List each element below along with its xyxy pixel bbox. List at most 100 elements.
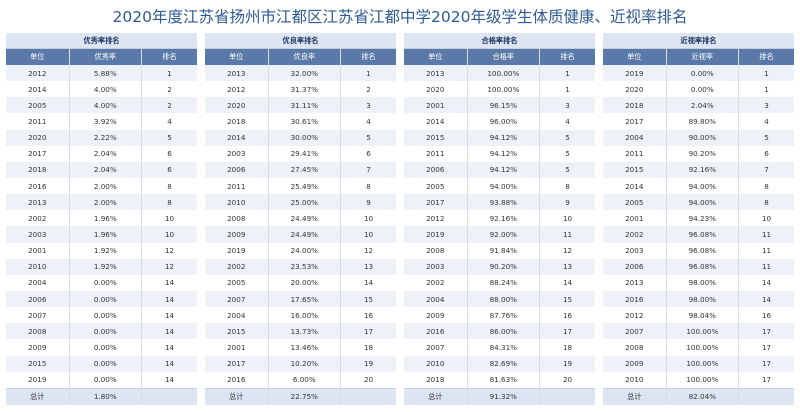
column-header: 排名 (141, 48, 197, 65)
table-row: 2016 2.00% 8 (6, 177, 197, 195)
unit-cell: 2007 (404, 339, 468, 356)
table-row: 2017 89.80% 4 (603, 113, 794, 130)
table-row: 2019 92.00% 11 (404, 226, 595, 243)
rank-cell: 4 (340, 113, 396, 130)
rate-cell: 100.00% (666, 371, 740, 389)
table-row: 2018 2.04% 6 (6, 161, 197, 178)
unit-cell: 2006 (603, 258, 667, 275)
table-row: 2002 23.53% 13 (205, 258, 396, 275)
table-row: 2012 92.16% 10 (404, 210, 595, 227)
rank-cell: 2 (340, 81, 396, 98)
column-header: 单位 (603, 48, 667, 65)
table-row: 2001 94.23% 10 (603, 210, 794, 227)
unit-cell: 2009 (404, 307, 468, 324)
rate-cell: 20.00% (268, 274, 342, 291)
unit-cell: 2001 (6, 242, 70, 259)
unit-cell: 2020 (6, 129, 70, 146)
unit-cell: 2012 (6, 65, 70, 82)
rank-cell: 14 (141, 307, 197, 324)
rate-cell: 30.00% (268, 129, 342, 146)
unit-cell: 2006 (6, 290, 70, 308)
unit-cell: 2011 (603, 145, 667, 162)
rate-cell: 90.00% (666, 129, 740, 146)
rate-cell: 4.00% (69, 81, 143, 98)
column-header: 单位 (404, 48, 468, 65)
rate-cell: 2.22% (69, 129, 143, 146)
table-row: 2003 29.41% 6 (205, 145, 396, 162)
total-rank (539, 387, 595, 405)
unit-cell: 2005 (603, 194, 667, 211)
rate-cell: 92.16% (467, 210, 541, 227)
unit-cell: 2007 (205, 290, 269, 308)
rate-cell: 96.00% (467, 113, 541, 130)
rate-cell: 5.88% (69, 65, 143, 82)
unit-cell: 2009 (6, 339, 70, 356)
table-row: 2007 0.00% 14 (6, 307, 197, 324)
rank-cell: 20 (340, 371, 396, 389)
unit-cell: 2016 (404, 323, 468, 340)
rank-cell: 14 (141, 274, 197, 291)
rank-cell: 14 (539, 274, 595, 291)
rate-cell: 0.00% (69, 307, 143, 324)
total-rank (141, 387, 197, 405)
table-row: 2020 2.22% 5 (6, 129, 197, 146)
table-row: 2001 1.92% 12 (6, 242, 197, 259)
unit-cell: 2004 (6, 274, 70, 291)
unit-cell: 2012 (404, 210, 468, 227)
table-row: 2011 90.20% 6 (603, 145, 794, 162)
rank-cell: 17 (340, 323, 396, 340)
table-row: 2004 88.00% 15 (404, 290, 595, 308)
column-header: 单位 (205, 48, 269, 65)
rate-cell: 32.00% (268, 65, 342, 82)
rank-cell: 1 (340, 65, 396, 82)
rate-cell: 82.69% (467, 355, 541, 372)
rank-cell: 5 (539, 129, 595, 146)
unit-cell: 2008 (6, 323, 70, 340)
rate-cell: 81.63% (467, 371, 541, 389)
rate-cell: 16.00% (268, 307, 342, 324)
table-row: 2006 94.12% 5 (404, 161, 595, 178)
rank-cell: 16 (340, 307, 396, 324)
total-rate: 1.80% (69, 387, 143, 405)
unit-cell: 2014 (404, 113, 468, 130)
table-row: 2017 93.88% 9 (404, 194, 595, 211)
unit-cell: 2003 (205, 145, 269, 162)
table-row: 2007 100.00% 17 (603, 323, 794, 340)
rank-cell: 12 (539, 242, 595, 259)
total-label: 总计 (404, 387, 468, 405)
column-header: 近视率 (666, 48, 740, 65)
table-row: 2015 0.00% 14 (6, 355, 197, 372)
table-row: 2005 94.00% 8 (404, 177, 595, 195)
rank-cell: 10 (141, 226, 197, 243)
rate-cell: 0.00% (69, 371, 143, 389)
rank-cell: 6 (141, 161, 197, 178)
rank-cell: 5 (141, 129, 197, 146)
column-header: 优秀率 (69, 48, 143, 65)
rate-cell: 88.00% (467, 290, 541, 308)
rate-cell: 24.49% (268, 226, 342, 243)
rank-cell: 9 (340, 194, 396, 211)
rate-cell: 91.84% (467, 242, 541, 259)
rank-cell: 4 (539, 113, 595, 130)
rate-cell: 100.00% (666, 323, 740, 340)
table-row: 2012 31.37% 2 (205, 81, 396, 98)
unit-cell: 2013 (603, 274, 667, 291)
rank-cell: 11 (738, 242, 794, 259)
rate-cell: 24.00% (268, 242, 342, 259)
table-row: 2012 98.04% 16 (603, 307, 794, 324)
unit-cell: 2007 (6, 307, 70, 324)
table-row: 2003 1.96% 10 (6, 226, 197, 243)
rank-cell: 10 (340, 226, 396, 243)
rank-cell: 14 (738, 274, 794, 291)
column-header: 排名 (539, 48, 595, 65)
unit-cell: 2019 (404, 226, 468, 243)
unit-cell: 2013 (205, 65, 269, 82)
rank-cell: 7 (738, 161, 794, 178)
table-row: 2009 0.00% 14 (6, 339, 197, 356)
ranking-tables: 优秀率排名 单位 优秀率 排名 2012 5.88% 1 2014 4.00% 2 2005 4.00… (6, 33, 794, 405)
rank-cell: 8 (539, 177, 595, 195)
table-group-title: 优良率排名 (205, 33, 396, 49)
total-label: 总计 (6, 387, 70, 405)
rank-cell: 5 (340, 129, 396, 146)
rate-cell: 0.00% (69, 339, 143, 356)
